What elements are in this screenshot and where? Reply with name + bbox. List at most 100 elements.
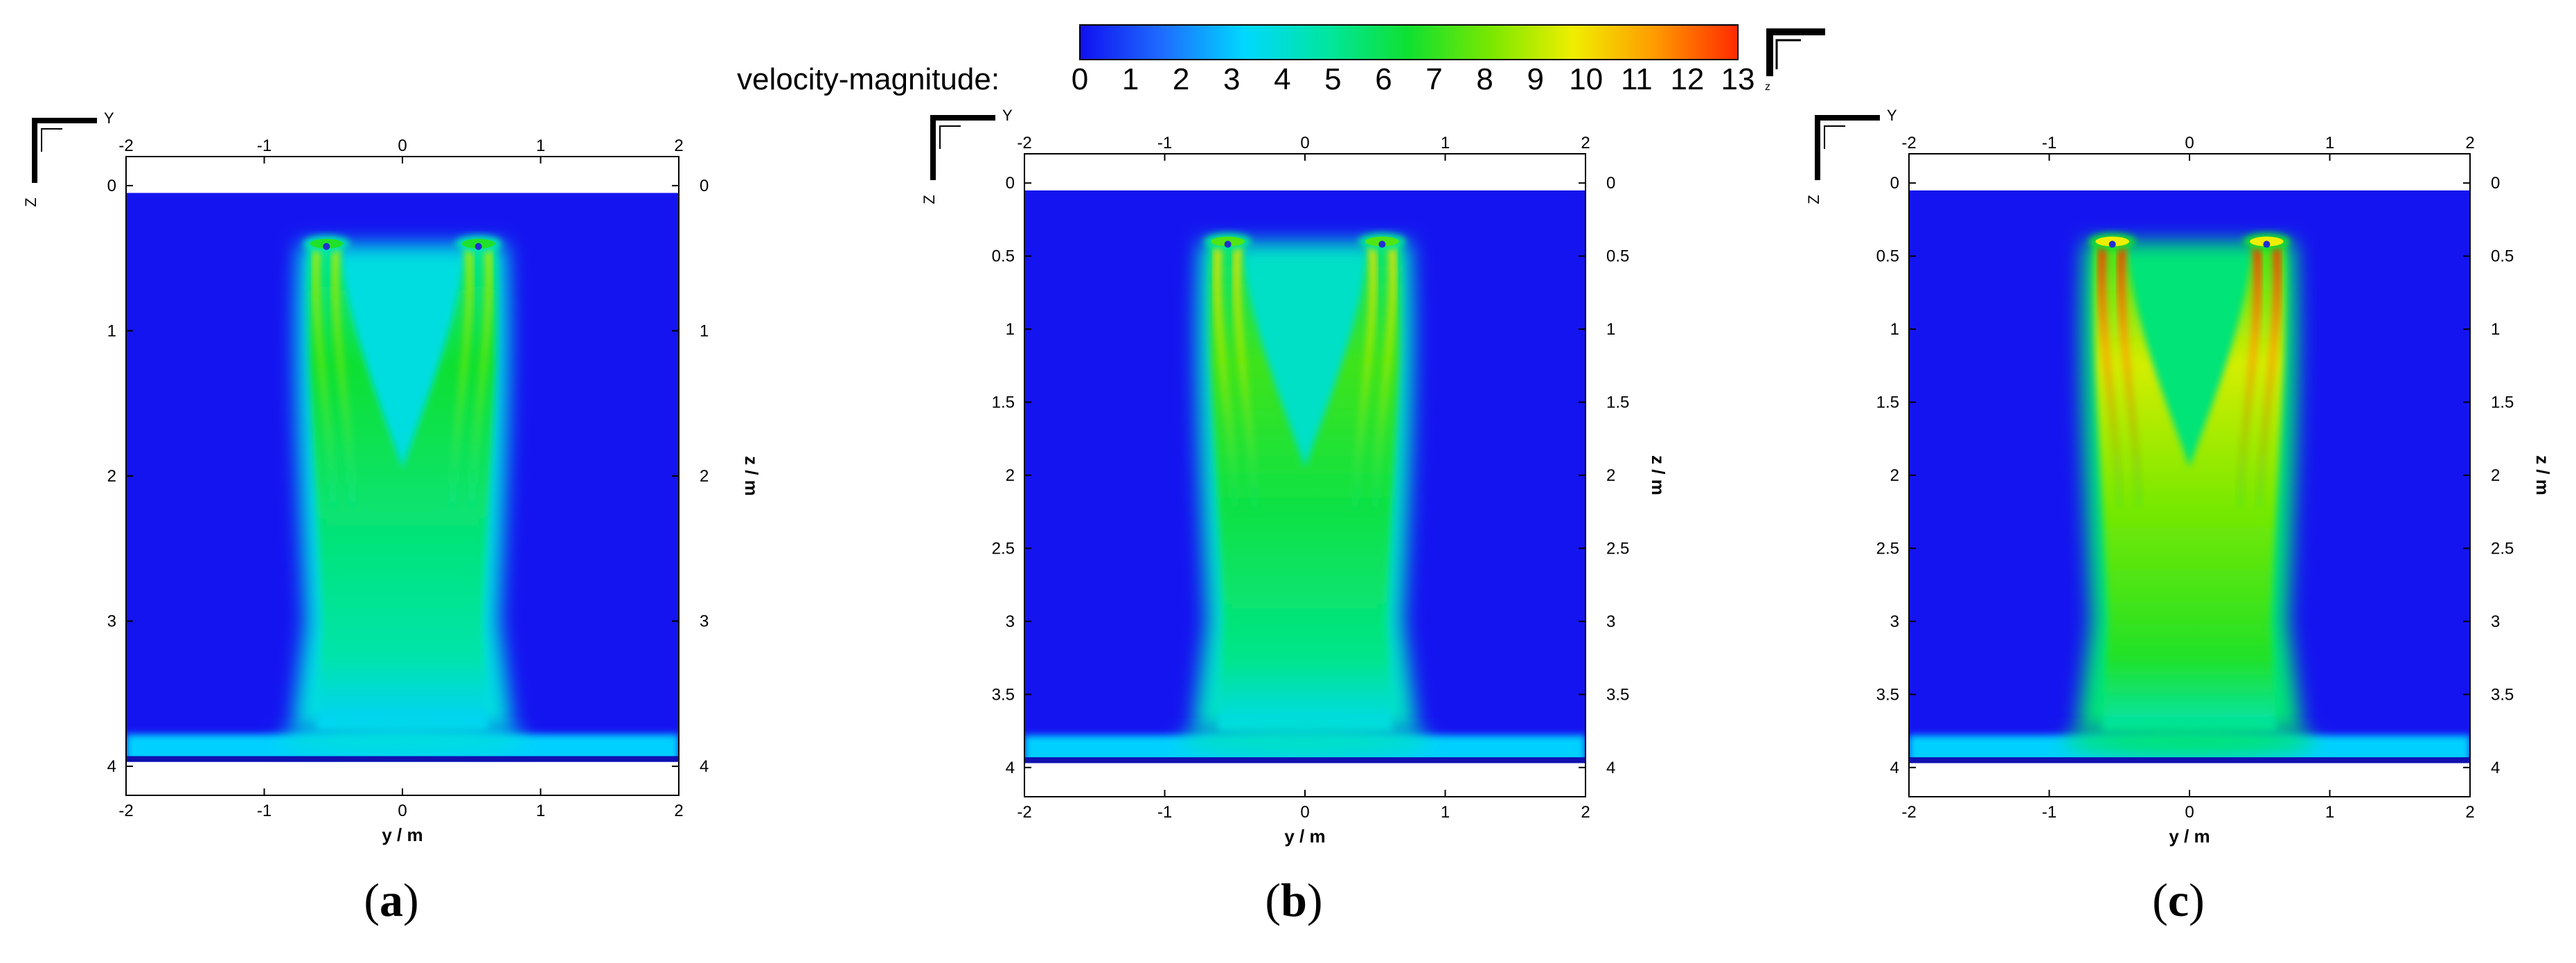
triad-y-label: Y [1002, 107, 1013, 124]
colorbar-tick-label: 5 [1324, 62, 1341, 96]
colorbar-tick-label: 13 [1721, 62, 1755, 96]
z-tick-label-left: 3.5 [992, 685, 1015, 704]
z-tick-label-right: 3.5 [1606, 685, 1629, 704]
x-tick-label-top: 1 [536, 136, 545, 155]
x-tick-label-bottom: 0 [398, 802, 407, 820]
x-tick-label-top: 1 [1441, 134, 1450, 152]
velocity-field [126, 193, 679, 762]
z-tick-label-right: 2.5 [1606, 539, 1629, 558]
z-tick-label-right: 1.5 [2491, 394, 2514, 412]
x-tick-label-top: -2 [118, 136, 133, 155]
z-tick-label-left: 3.5 [1876, 685, 1899, 704]
z-tick-label-left: 4 [107, 757, 116, 776]
x-tick-label-bottom: -2 [1901, 803, 1916, 822]
colorbar-tick-label: 6 [1375, 62, 1392, 96]
x-tick-label-bottom: -1 [2042, 803, 2057, 822]
z-tick-label-right: 0.5 [1606, 247, 1629, 266]
x-tick-label-top: 0 [398, 136, 407, 155]
x-tick-label-bottom: 1 [2325, 803, 2334, 822]
triad-z-label: Z [921, 195, 938, 204]
z-tick-label-left: 2 [107, 467, 116, 486]
x-tick-label-bottom: 0 [1300, 803, 1309, 822]
panel-b: -2 -2 -1 -1 0 0 1 1 2 2 0 0 0.5 0.5 1 1 1.5 1.5 2 2 2.5 2.5 3 3… [921, 107, 1669, 926]
z-tick-label-right: 4 [700, 757, 709, 776]
z-tick-label-right: 1 [700, 321, 709, 340]
x-tick-label-top: 2 [2465, 134, 2474, 152]
panel-label-open: ( [1265, 874, 1281, 926]
z-tick-label-right: 0 [2491, 174, 2500, 193]
panel-label: (a) [364, 874, 418, 926]
panel-label-close: ) [2189, 874, 2205, 926]
panel-c: -2 -2 -1 -1 0 0 1 1 2 2 0 0 0.5 0.5 1 1 1.5 1.5 2 2 2.5 2.5 3 3… [1805, 107, 2553, 926]
z-tick-label-left: 0.5 [1876, 247, 1899, 266]
x-tick-label-top: -1 [257, 136, 272, 155]
x-axis-label: y / m [1284, 826, 1325, 847]
triad-z-label: Z [1805, 195, 1822, 204]
z-tick-label-right: 1.5 [1606, 394, 1629, 412]
z-tick-label-left: 2 [1006, 466, 1015, 485]
z-tick-label-left: 0 [1006, 174, 1015, 193]
panel-label: (c) [2152, 874, 2205, 926]
colorbar-tick-label: 10 [1569, 62, 1603, 96]
z-tick-label-left: 4 [1890, 759, 1899, 777]
x-tick-label-top: 2 [674, 136, 683, 155]
z-tick-label-right: 2 [1606, 466, 1615, 485]
z-axis-label: z / m [1648, 455, 1669, 495]
top-triad-icon: z [1765, 28, 1825, 93]
z-tick-label-left: 0 [107, 177, 116, 195]
x-axis-label: y / m [382, 824, 423, 845]
colorbar: velocity-magnitude: 0 1 2 3 4 5 6 7 8 9 10 11 12 13 z [737, 24, 1825, 96]
z-tick-label-right: 2.5 [2491, 539, 2514, 558]
axis-triad-icon: YZ [1805, 107, 1897, 204]
x-tick-label-bottom: -1 [1157, 803, 1172, 822]
x-tick-label-bottom: -2 [1017, 803, 1031, 822]
colorbar-tick-label: 1 [1122, 62, 1139, 96]
z-axis-label: z / m [741, 456, 762, 496]
velocity-field [1909, 190, 2470, 763]
colorbar-title: velocity-magnitude: [737, 62, 1000, 96]
z-tick-label-left: 3 [1006, 612, 1015, 631]
z-tick-label-left: 2.5 [992, 539, 1015, 558]
z-tick-label-right: 0 [1606, 174, 1615, 193]
x-tick-label-top: -1 [1157, 134, 1172, 152]
z-tick-label-right: 1 [1606, 320, 1615, 339]
z-tick-label-left: 2 [1890, 466, 1899, 485]
colorbar-tick-label: 4 [1274, 62, 1290, 96]
z-tick-label-left: 1 [1006, 320, 1015, 339]
z-tick-label-right: 1 [2491, 320, 2500, 339]
panel-label-close: ) [1307, 874, 1323, 926]
top-triad-label: z [1765, 81, 1770, 93]
x-axis-label: y / m [2169, 826, 2210, 847]
colorbar-tick-label: 8 [1476, 62, 1493, 96]
x-tick-label-bottom: 1 [1441, 803, 1450, 822]
triad-y-label: Y [104, 109, 114, 127]
z-tick-label-right: 3 [700, 612, 709, 631]
x-tick-label-bottom: 1 [536, 802, 545, 820]
panel-label: (b) [1265, 874, 1322, 926]
colorbar-tick-label: 3 [1223, 62, 1240, 96]
z-tick-label-left: 1.5 [992, 394, 1015, 412]
x-tick-label-bottom: 2 [2465, 803, 2474, 822]
colorbar-tick-label: 11 [1621, 62, 1653, 96]
triad-z-label: Z [22, 197, 39, 206]
z-tick-label-right: 0 [700, 177, 709, 195]
z-tick-label-right: 3 [2491, 612, 2500, 631]
x-tick-label-bottom: -2 [118, 802, 133, 820]
colorbar-tick-label: 2 [1173, 62, 1189, 96]
z-tick-label-right: 4 [2491, 759, 2500, 777]
panel-label-open: ( [364, 874, 380, 926]
z-tick-label-left: 0 [1890, 174, 1899, 193]
z-tick-label-right: 4 [1606, 759, 1615, 777]
x-tick-label-top: -2 [1901, 134, 1916, 152]
axis-triad-icon: YZ [921, 107, 1013, 204]
z-tick-label-left: 3 [1890, 612, 1899, 631]
colorbar-tick-labels: 0 1 2 3 4 5 6 7 8 9 10 11 12 13 [1072, 62, 1755, 96]
x-tick-label-top: 2 [1581, 134, 1590, 152]
z-tick-label-left: 2.5 [1876, 539, 1899, 558]
x-tick-label-top: 0 [1300, 134, 1309, 152]
colorbar-tick-label: 7 [1425, 62, 1442, 96]
